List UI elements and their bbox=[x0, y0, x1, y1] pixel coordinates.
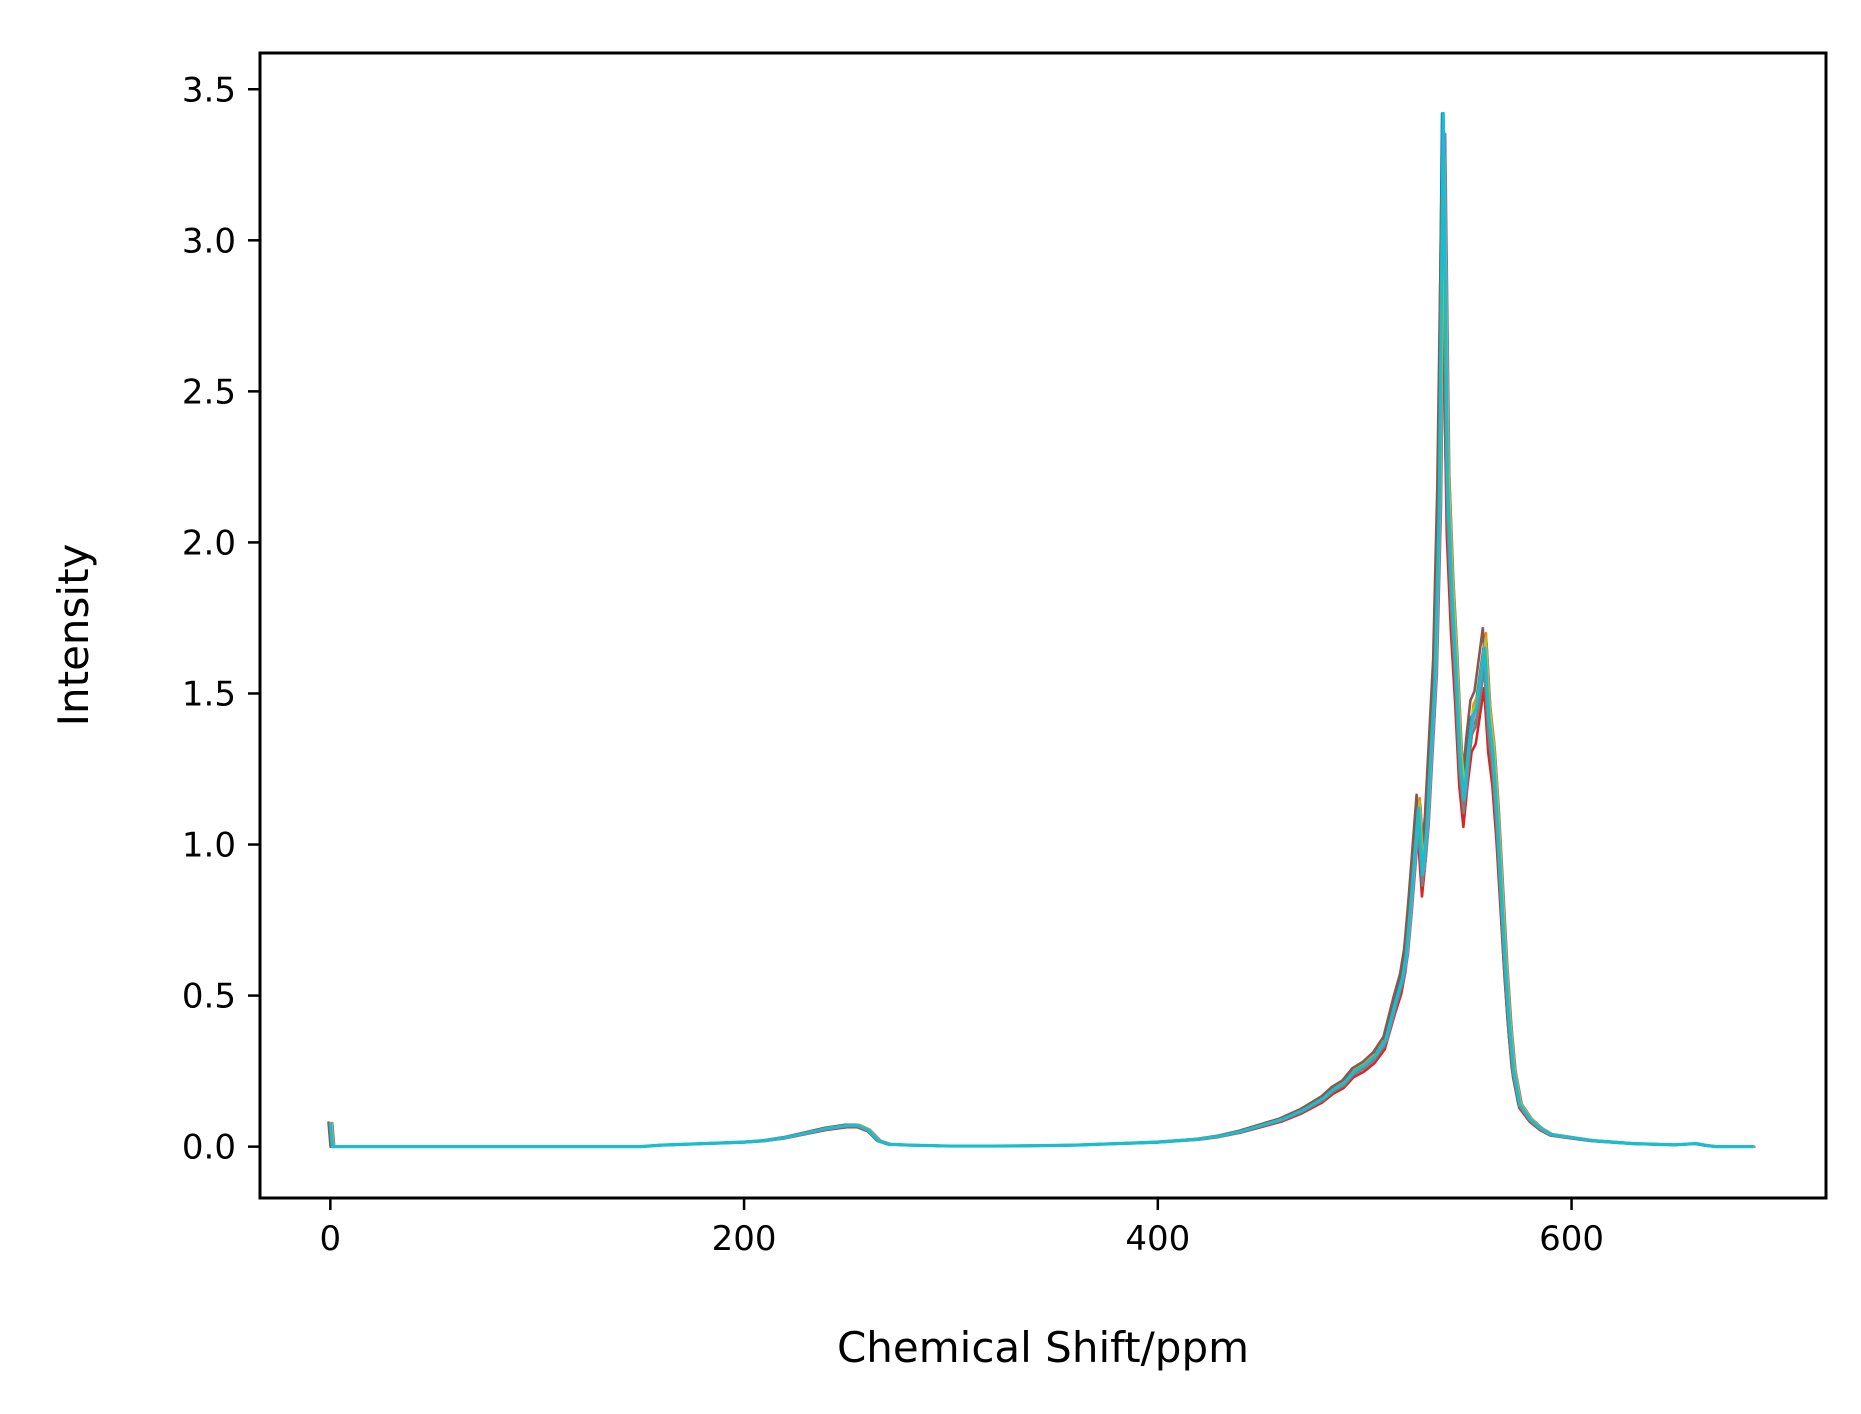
x-tick-label: 200 bbox=[712, 1219, 777, 1259]
y-tick-label: 3.5 bbox=[182, 70, 236, 110]
x-tick-label: 600 bbox=[1539, 1219, 1604, 1259]
y-tick-label: 3.0 bbox=[182, 221, 236, 261]
y-tick-label: 2.0 bbox=[182, 523, 236, 563]
y-tick-label: 1.0 bbox=[182, 826, 236, 866]
series-line-10 bbox=[328, 111, 1754, 1149]
y-tick-label: 1.5 bbox=[182, 674, 236, 714]
x-tick-label: 400 bbox=[1125, 1219, 1190, 1259]
x-tick-label: 0 bbox=[320, 1219, 342, 1259]
plot-frame bbox=[258, 51, 1828, 1200]
y-tick-label: 2.5 bbox=[182, 372, 236, 412]
y-axis-label: Intensity bbox=[49, 544, 98, 727]
y-tick-label: 0.0 bbox=[182, 1128, 236, 1168]
series-layer bbox=[327, 111, 1756, 1149]
x-axis-label: Chemical Shift/ppm bbox=[837, 1323, 1249, 1372]
tick-layer: 0 200 400 600 0.0 0.5 1.0 1.5 2.0 2.5 3.0 3.5 bbox=[182, 70, 1604, 1259]
y-tick-label: 0.5 bbox=[182, 977, 236, 1017]
